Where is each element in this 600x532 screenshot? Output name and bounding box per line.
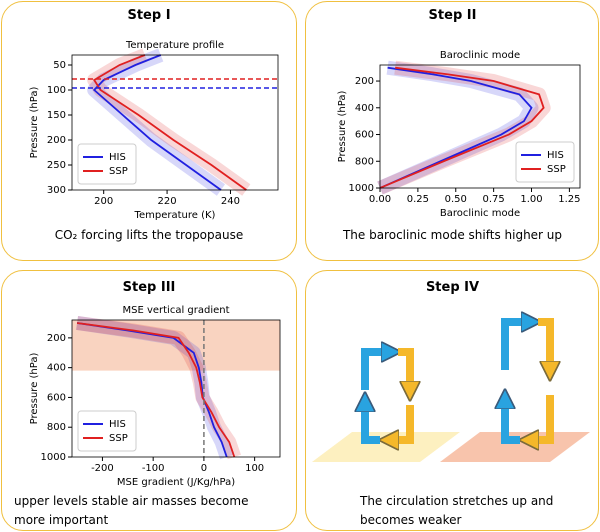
x-tick-label: 1.25 [558, 194, 580, 205]
arrow [365, 408, 380, 444]
legend [77, 410, 137, 452]
step-title: Step II [428, 8, 477, 23]
x-tick-label: -100 [142, 463, 165, 474]
arrow [361, 352, 385, 390]
plot-frame [379, 64, 581, 189]
chart-title: Temperature profile [125, 40, 224, 51]
step-title: Step I [127, 8, 171, 23]
y-tick-label: 600 [355, 130, 374, 141]
y-tick-label: 600 [47, 392, 66, 403]
y-tick-label: 200 [47, 135, 66, 146]
y-tick-label: 250 [47, 160, 66, 171]
x-tick-label: 1.00 [520, 194, 542, 205]
y-tick-label: 1000 [349, 183, 374, 194]
x-tick-label: 0.00 [369, 194, 391, 205]
y-tick-label: 400 [47, 363, 66, 374]
x-tick-label: 220 [158, 196, 177, 207]
y-axis-label: Pressure (hPa) [29, 87, 40, 159]
caption: CO₂ forcing lifts the tropopause [54, 228, 244, 242]
x-tick-label: 0 [201, 463, 207, 474]
panel [305, 270, 599, 531]
panel [1, 1, 297, 261]
arrow [538, 318, 550, 365]
line [379, 66, 545, 189]
legend-label: SSP [109, 166, 128, 177]
line [379, 66, 533, 189]
x-tick-label: 0.25 [407, 194, 429, 205]
circulation-diagram [312, 322, 590, 462]
caption: upper levels stable air masses become mo… [14, 494, 249, 527]
chart-title: MSE vertical gradient [122, 305, 229, 316]
x-tick-label: -200 [91, 463, 114, 474]
y-tick-label: 50 [53, 60, 66, 71]
x-axis-label: MSE gradient (J/Kg/hPa) [117, 477, 235, 488]
arrow [398, 348, 410, 385]
arrow [501, 322, 525, 370]
caption: The baroclinic mode shifts higher up [342, 228, 563, 242]
x-axis-label: Baroclinic mode [440, 208, 520, 219]
x-tick-label: 240 [221, 196, 240, 207]
y-tick-label: 800 [355, 156, 374, 167]
line [76, 322, 236, 458]
y-tick-label: 200 [355, 76, 374, 87]
y-tick-label: 200 [47, 333, 66, 344]
legend-label: HIS [109, 419, 126, 430]
arrow [535, 395, 554, 440]
legend [515, 141, 575, 183]
surface [312, 432, 460, 462]
highlight [72, 320, 280, 371]
legend-label: HIS [109, 152, 126, 163]
chart-title: Baroclinic mode [440, 50, 520, 61]
caption: The circulation stretches up and becomes… [360, 494, 554, 527]
y-tick-label: 400 [355, 103, 374, 114]
y-axis-label: Pressure (hPa) [29, 353, 40, 425]
y-tick-label: 800 [47, 422, 66, 433]
step-title: Step IV [425, 280, 480, 295]
line [92, 54, 247, 191]
y-axis-label: Pressure (hPa) [337, 91, 348, 163]
plot-frame [71, 54, 279, 191]
y-tick-label: 300 [47, 185, 66, 196]
x-tick-label: 100 [245, 463, 264, 474]
panel [305, 1, 599, 261]
y-tick-label: 1000 [41, 452, 66, 463]
y-tick-label: 100 [47, 85, 66, 96]
plot-frame [71, 319, 281, 458]
x-tick-label: 200 [94, 196, 113, 207]
panel [1, 270, 297, 531]
step-title: Step III [122, 280, 176, 295]
x-axis-label: Temperature (K) [134, 210, 216, 221]
x-tick-label: 0.75 [483, 194, 505, 205]
arrow [395, 405, 414, 440]
legend-label: SSP [547, 164, 566, 175]
legend [77, 143, 137, 185]
y-tick-label: 150 [47, 110, 66, 121]
line [92, 54, 222, 191]
legend-label: HIS [547, 150, 564, 161]
x-tick-label: 0.50 [445, 194, 467, 205]
legend-label: SSP [109, 433, 128, 444]
arrow [505, 405, 520, 444]
